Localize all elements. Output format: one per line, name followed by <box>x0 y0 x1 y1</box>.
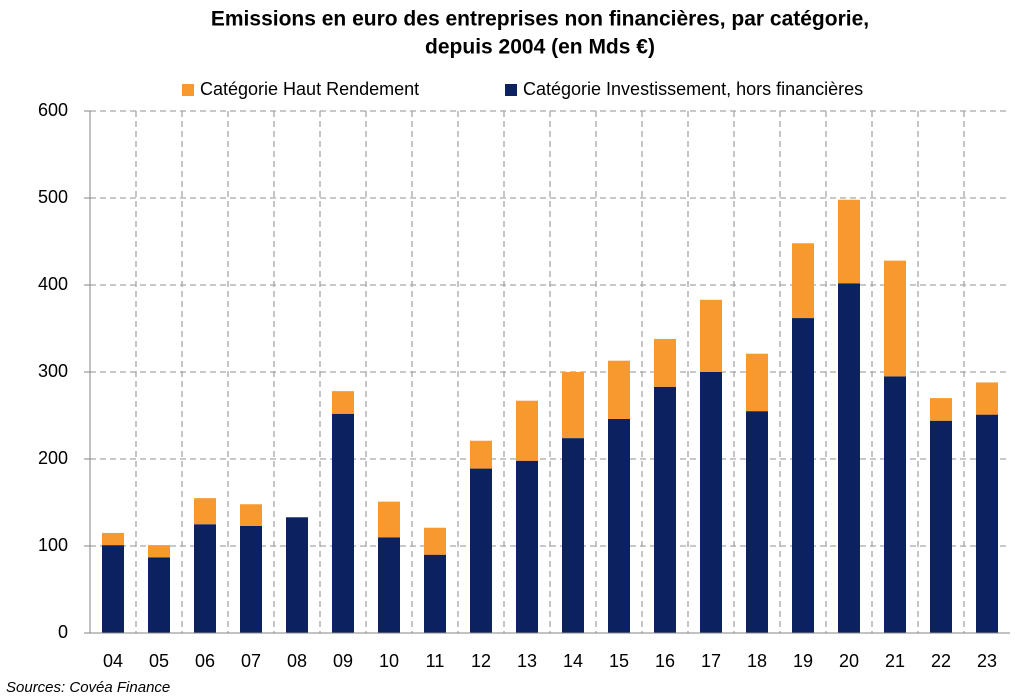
bar-segment <box>102 545 124 633</box>
bar-segment <box>930 420 952 633</box>
bar-segment <box>976 414 998 633</box>
bar-segment <box>792 243 814 319</box>
x-tick-label: 04 <box>103 651 123 671</box>
bar-segment <box>424 554 446 633</box>
x-tick-label: 21 <box>885 651 905 671</box>
y-tick-label: 300 <box>38 361 68 381</box>
x-tick-label: 18 <box>747 651 767 671</box>
x-tick-label: 11 <box>426 651 445 671</box>
bar-segment <box>608 360 630 419</box>
bar-segment <box>562 438 584 633</box>
bar-segment <box>976 382 998 415</box>
x-tick-label: 23 <box>977 651 997 671</box>
bar-segment <box>516 460 538 633</box>
y-tick-label: 600 <box>38 100 68 120</box>
chart-title: Emissions en euro des entreprises non fi… <box>211 8 869 31</box>
x-tick-label: 17 <box>701 651 721 671</box>
bar-segment <box>700 372 722 633</box>
bar-segment <box>194 498 216 525</box>
y-tick-label: 200 <box>38 448 68 468</box>
legend-swatch <box>505 84 517 96</box>
bar-segment <box>286 517 308 633</box>
bar-segment <box>470 468 492 633</box>
bar-segment <box>700 299 722 372</box>
bar-segment <box>884 376 906 633</box>
bar-segment <box>654 386 676 633</box>
x-tick-label: 07 <box>241 651 261 671</box>
bar-segment <box>148 545 170 558</box>
x-tick-label: 15 <box>609 651 629 671</box>
chart-title: depuis 2004 (en Mds €) <box>425 36 655 59</box>
x-tick-label: 08 <box>287 651 307 671</box>
bar-segment <box>470 440 492 469</box>
legend-label: Catégorie Investissement, hors financièr… <box>523 79 863 99</box>
bar-segment <box>562 372 584 439</box>
bar-segment <box>378 501 400 538</box>
x-tick-label: 20 <box>839 651 859 671</box>
x-tick-label: 14 <box>563 651 583 671</box>
bar-segment <box>102 532 124 546</box>
y-tick-label: 0 <box>58 622 68 642</box>
bar-segment <box>378 537 400 633</box>
bar-segment <box>332 391 354 414</box>
bar-segment <box>654 338 676 387</box>
legend-label: Catégorie Haut Rendement <box>200 79 419 99</box>
bar-segment <box>838 283 860 633</box>
x-tick-label: 10 <box>379 651 399 671</box>
bar-segment <box>240 525 262 633</box>
x-tick-label: 16 <box>655 651 675 671</box>
x-tick-label: 22 <box>931 651 951 671</box>
bar-segment <box>792 318 814 633</box>
bar-segment <box>930 398 952 421</box>
bar-segment <box>838 199 860 284</box>
x-tick-label: 06 <box>195 651 215 671</box>
y-tick-label: 400 <box>38 274 68 294</box>
bar-segment <box>746 411 768 633</box>
bar-segment <box>424 527 446 555</box>
y-tick-label: 500 <box>38 187 68 207</box>
x-tick-label: 05 <box>149 651 169 671</box>
bar-segment <box>516 400 538 461</box>
bar-segment <box>332 413 354 633</box>
bar-segment <box>240 504 262 526</box>
y-tick-label: 100 <box>38 535 68 555</box>
source-note: Sources: Covéa Finance <box>6 679 170 696</box>
bar-segment <box>148 557 170 633</box>
x-tick-label: 12 <box>471 651 491 671</box>
bar-segment <box>746 353 768 412</box>
bar-segment <box>608 418 630 633</box>
x-tick-label: 19 <box>793 651 813 671</box>
x-tick-label: 09 <box>333 651 353 671</box>
x-tick-label: 13 <box>517 651 537 671</box>
legend-swatch <box>182 84 194 96</box>
bar-segment <box>884 260 906 377</box>
bar-segment <box>194 524 216 633</box>
